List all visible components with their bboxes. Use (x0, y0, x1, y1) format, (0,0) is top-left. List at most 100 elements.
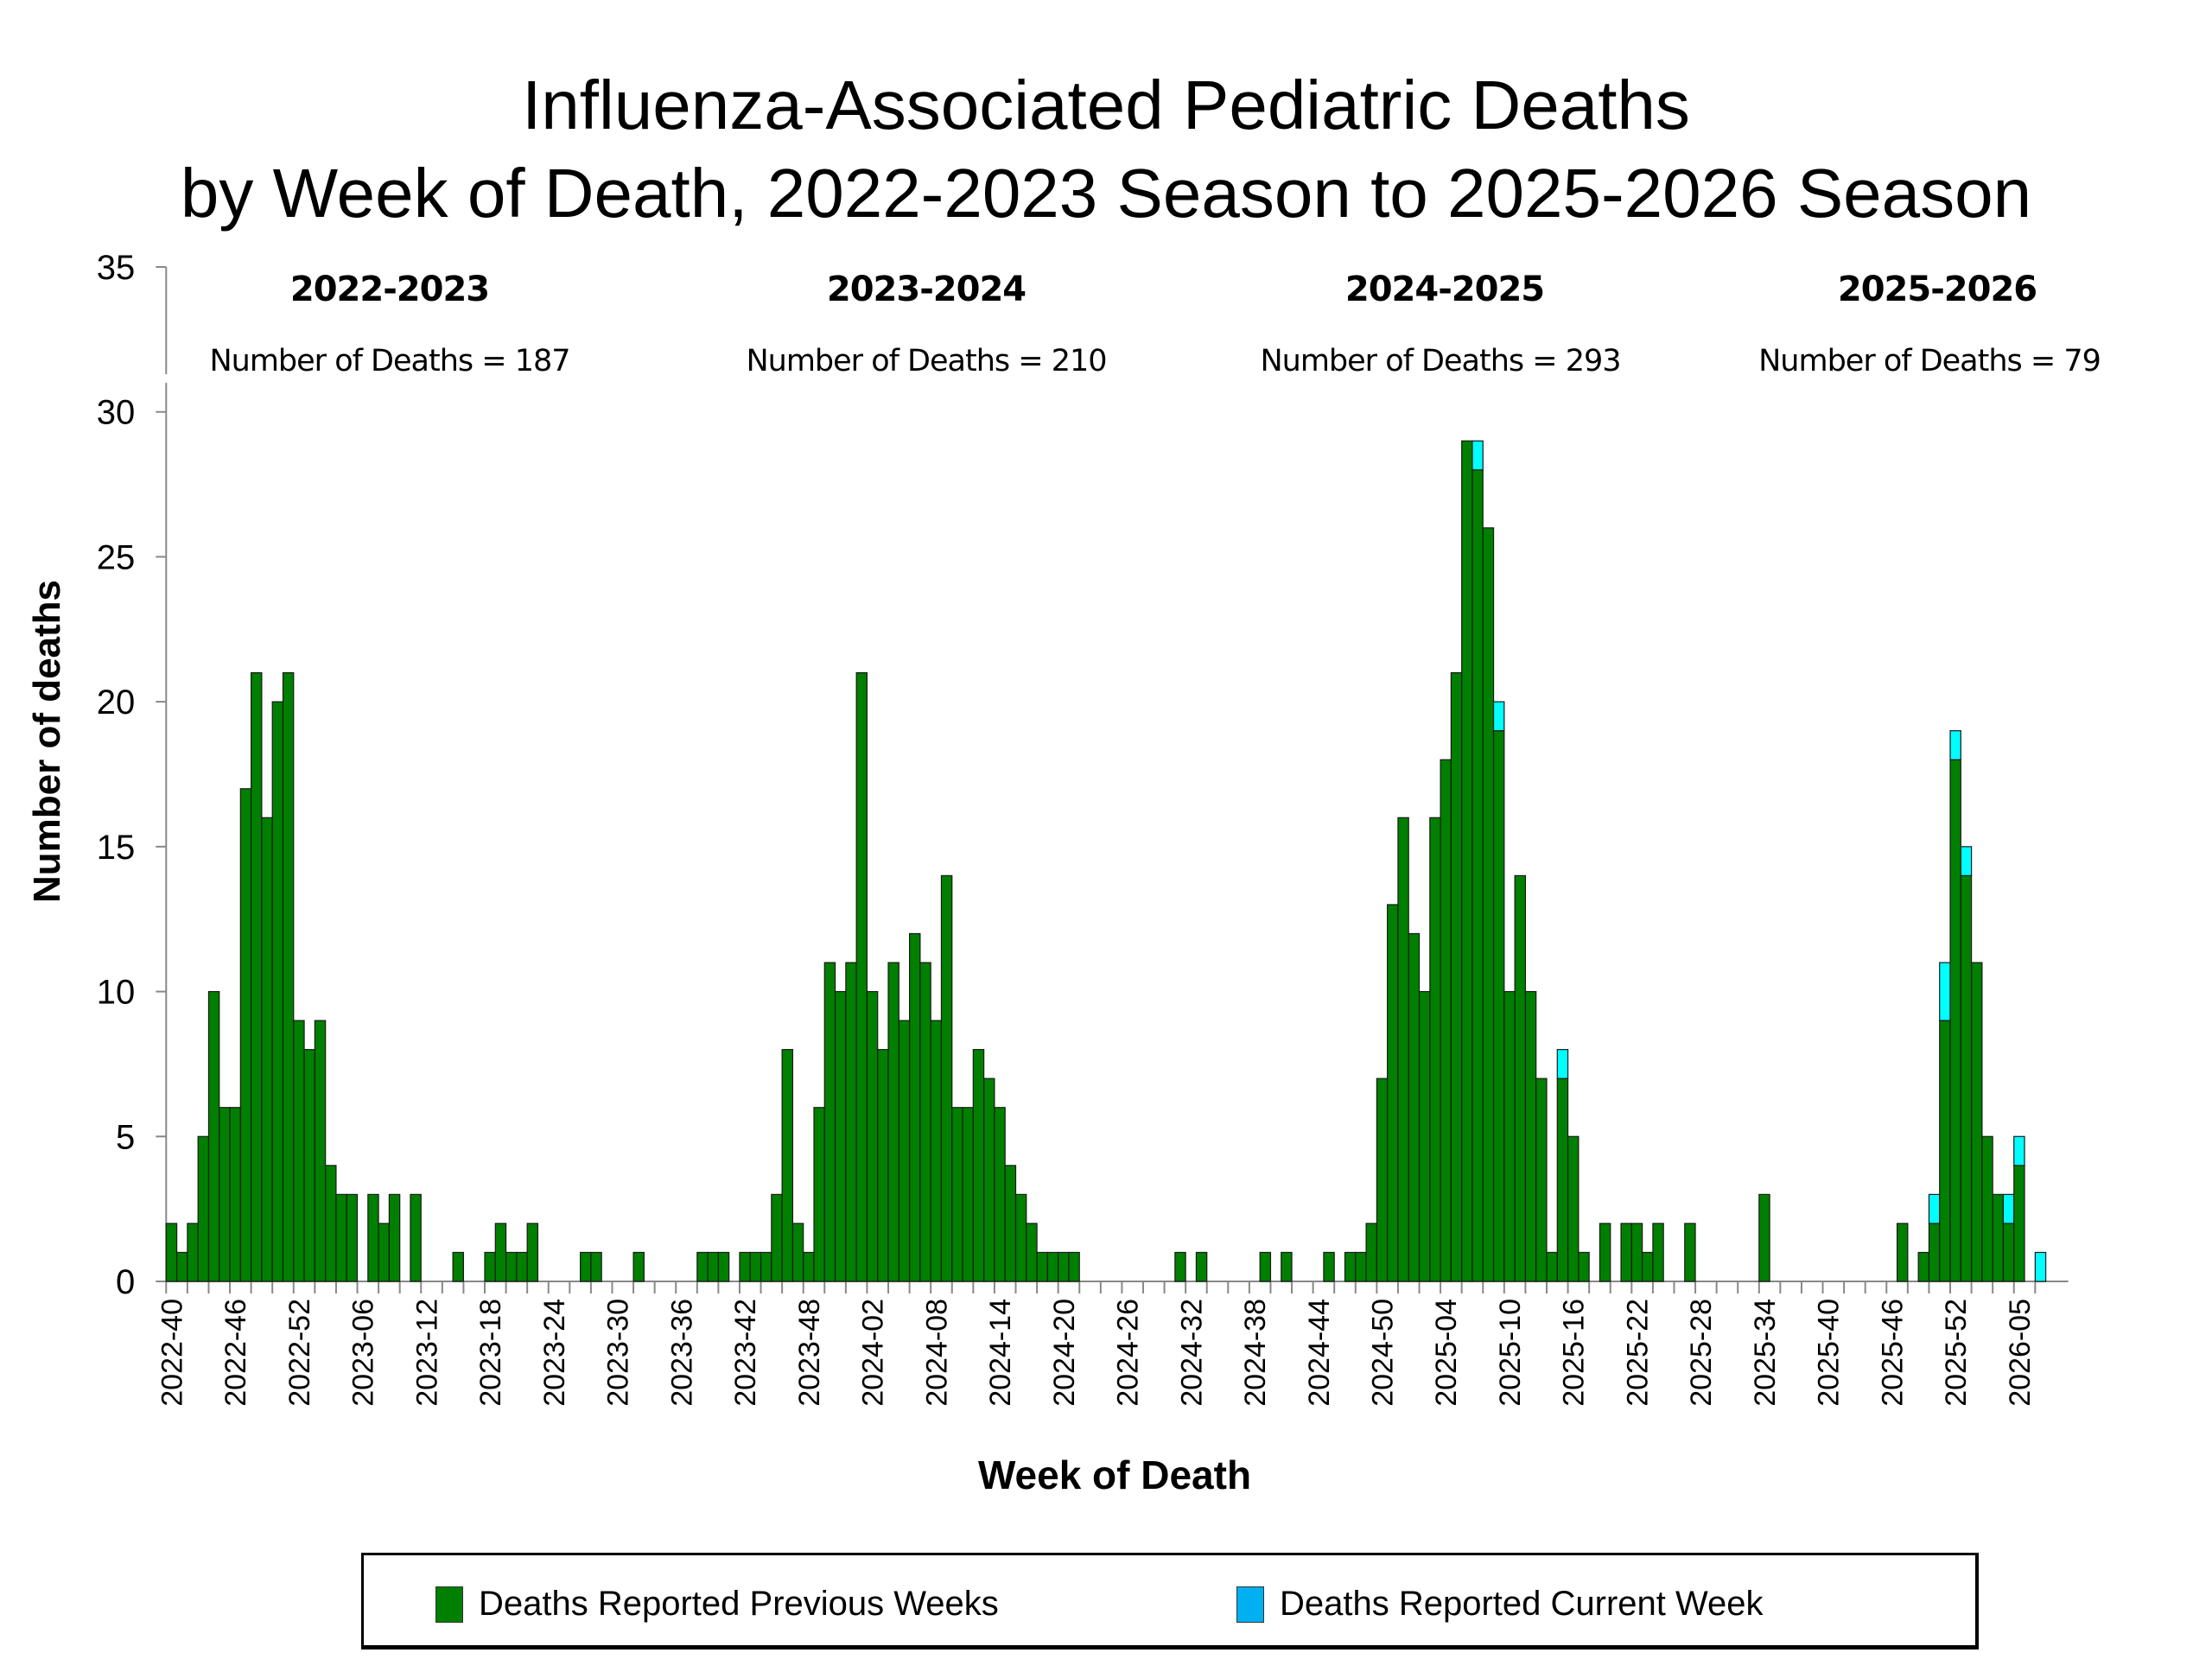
chart-title-line-2: by Week of Death, 2022-2023 Season to 20… (180, 155, 2032, 232)
bar-previous-weeks (325, 1165, 337, 1282)
x-tick-label: 2026-05 (2004, 1299, 2037, 1407)
x-axis: 2022-40 2022-46 2022-52 2023-06 2023-12 2023-… (156, 1281, 2069, 1407)
bar-previous-weeks (707, 1251, 719, 1282)
bar-previous-weeks (1450, 671, 1463, 1282)
bar-previous-weeks (516, 1251, 528, 1282)
bar-current-week (2034, 1251, 2047, 1282)
bar-previous-weeks (175, 1251, 188, 1282)
y-tick-label-0: 0 (116, 1263, 135, 1301)
bar-previous-weeks (165, 1223, 178, 1282)
bar-previous-weeks (877, 1049, 889, 1282)
x-tick-label: 2023-48 (793, 1299, 826, 1407)
bar-previous-weeks (229, 1107, 241, 1282)
bar-previous-weeks (1461, 440, 1473, 1282)
bar-previous-weeks (866, 990, 879, 1282)
bar-previous-weeks (1567, 1135, 1580, 1282)
bar-previous-weeks (526, 1223, 539, 1282)
bar-previous-weeks (2013, 1165, 2025, 1282)
y-tick-label-5: 5 (116, 1118, 135, 1156)
bar-previous-weeks (908, 932, 921, 1282)
x-tick-label: 2023-18 (474, 1299, 507, 1407)
bar-previous-weeks (834, 990, 847, 1282)
season-label-2025-2026: 2025-2026 (1837, 270, 2037, 309)
bar-previous-weeks (962, 1107, 974, 1282)
bar-previous-weeks (1026, 1223, 1038, 1282)
bar-previous-weeks (590, 1251, 602, 1282)
bar-previous-weeks (1004, 1165, 1017, 1282)
bar-previous-weeks (930, 1020, 943, 1282)
bar-previous-weeks (1535, 1077, 1548, 1282)
season-count-2022-2023: Number of Deaths = 187 (209, 344, 570, 378)
x-tick-label: 2023-42 (729, 1299, 762, 1407)
bar-previous-weeks (494, 1223, 507, 1282)
bar-previous-weeks (632, 1251, 645, 1282)
bar-previous-weeks (1365, 1223, 1377, 1282)
legend-item-previous-weeks: Deaths Reported Previous Weeks (435, 1585, 999, 1624)
bar-previous-weeks (781, 1049, 794, 1282)
bar-previous-weeks (696, 1251, 709, 1282)
x-tick-label: 2023-12 (410, 1299, 443, 1407)
bar-previous-weeks (813, 1107, 825, 1282)
bar-previous-weeks (1482, 527, 1495, 1282)
bar-previous-weeks (1620, 1223, 1632, 1282)
bars (165, 440, 2047, 1282)
x-tick-label: 2024-50 (1367, 1299, 1400, 1407)
bar-previous-weeks (452, 1251, 465, 1282)
x-tick-label: 2024-02 (857, 1299, 890, 1407)
bar-previous-weeks (749, 1251, 762, 1282)
bar-previous-weeks (919, 962, 931, 1282)
bar-previous-weeks (1440, 759, 1452, 1282)
bar-previous-weeks (803, 1251, 815, 1282)
bar-previous-weeks (1429, 817, 1441, 1282)
bar-previous-weeks (1058, 1251, 1070, 1282)
x-tick-label: 2023-24 (538, 1299, 571, 1407)
legend-label-current-week: Deaths Reported Current Week (1280, 1585, 1764, 1623)
bar-previous-weeks (1397, 817, 1409, 1282)
bar-previous-weeks (1652, 1223, 1664, 1282)
x-tick-label: 2024-08 (920, 1299, 953, 1407)
bar-previous-weeks (1503, 990, 1516, 1282)
x-tick-label: 2024-20 (1048, 1299, 1081, 1407)
bar-previous-weeks (1960, 874, 1973, 1282)
bar-previous-weeks (219, 1107, 231, 1282)
x-tick-label: 2022-46 (219, 1299, 252, 1407)
x-tick-label: 2024-38 (1239, 1299, 1272, 1407)
bar-current-week (1556, 1049, 1569, 1079)
bar-previous-weeks (940, 874, 953, 1282)
bar-previous-weeks (1355, 1251, 1367, 1282)
bar-previous-weeks (1376, 1077, 1389, 1282)
bar-previous-weeks (1068, 1251, 1080, 1282)
bar-previous-weeks (1471, 469, 1484, 1282)
legend-swatch-previous-weeks (435, 1586, 463, 1623)
bar-previous-weeks (1323, 1251, 1335, 1282)
bar-previous-weeks (1281, 1251, 1293, 1282)
x-tick-label: 2025-28 (1685, 1299, 1718, 1407)
y-tick-label-25: 25 (97, 538, 136, 576)
bar-previous-weeks (1344, 1251, 1357, 1282)
legend: Deaths Reported Previous Weeks Deaths Re… (361, 1553, 1979, 1649)
bar-previous-weeks (1578, 1251, 1590, 1282)
legend-label-previous-weeks: Deaths Reported Previous Weeks (479, 1585, 999, 1623)
bar-previous-weeks (197, 1135, 210, 1282)
bar-previous-weeks (1036, 1251, 1048, 1282)
bar-current-week (1471, 440, 1484, 471)
bar-current-week (2013, 1135, 2025, 1166)
x-tick-label: 2025-04 (1430, 1299, 1463, 1407)
bar-previous-weeks (484, 1251, 496, 1282)
y-tick-label-35: 35 (97, 249, 136, 287)
bar-current-week (1960, 846, 1973, 876)
season-label-2023-2024: 2023-2024 (826, 270, 1027, 309)
bar-previous-weeks (378, 1223, 390, 1282)
season-label-2024-2025: 2024-2025 (1344, 270, 1545, 309)
legend-item-current-week: Deaths Reported Current Week (1236, 1585, 1764, 1624)
bar-previous-weeks (1630, 1223, 1643, 1282)
bar-previous-weeks (898, 1020, 911, 1282)
bar-previous-weeks (505, 1251, 518, 1282)
bar-previous-weeks (1758, 1193, 1770, 1282)
bar-previous-weeks (1524, 990, 1537, 1282)
y-axis: 0 5 10 15 20 25 30 35 (97, 249, 168, 1301)
bar-previous-weeks (2002, 1223, 2015, 1282)
bar-previous-weeks (1939, 1020, 1951, 1282)
bar-previous-weeks (346, 1193, 359, 1282)
bar-previous-weeks (261, 817, 273, 1282)
